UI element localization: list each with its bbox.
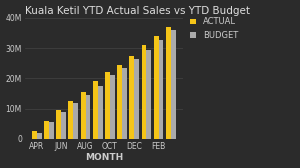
Bar	[68, 101, 73, 139]
Text: Kuala Ketil YTD Actual Sales vs YTD Budget: Kuala Ketil YTD Actual Sales vs YTD Budg…	[25, 6, 250, 16]
Bar	[122, 68, 127, 139]
Bar	[159, 40, 164, 139]
Bar	[134, 59, 139, 139]
Bar	[110, 75, 115, 139]
Bar	[142, 45, 146, 139]
Bar	[146, 50, 151, 139]
Bar	[117, 65, 122, 139]
Bar	[93, 81, 98, 139]
Bar	[166, 27, 171, 139]
Bar	[32, 131, 37, 139]
Bar	[73, 102, 78, 139]
Bar	[44, 121, 49, 139]
Bar	[98, 86, 103, 139]
Bar	[85, 95, 90, 139]
Bar	[61, 112, 66, 139]
Bar	[129, 56, 134, 139]
Bar	[37, 133, 42, 139]
Bar	[105, 72, 110, 139]
Bar	[81, 92, 85, 139]
Bar	[154, 36, 159, 139]
Bar	[56, 110, 61, 139]
Bar	[49, 122, 54, 139]
Bar	[171, 30, 176, 139]
X-axis label: MONTH: MONTH	[85, 153, 123, 162]
Legend: ACTUAL, BUDGET: ACTUAL, BUDGET	[189, 16, 240, 41]
